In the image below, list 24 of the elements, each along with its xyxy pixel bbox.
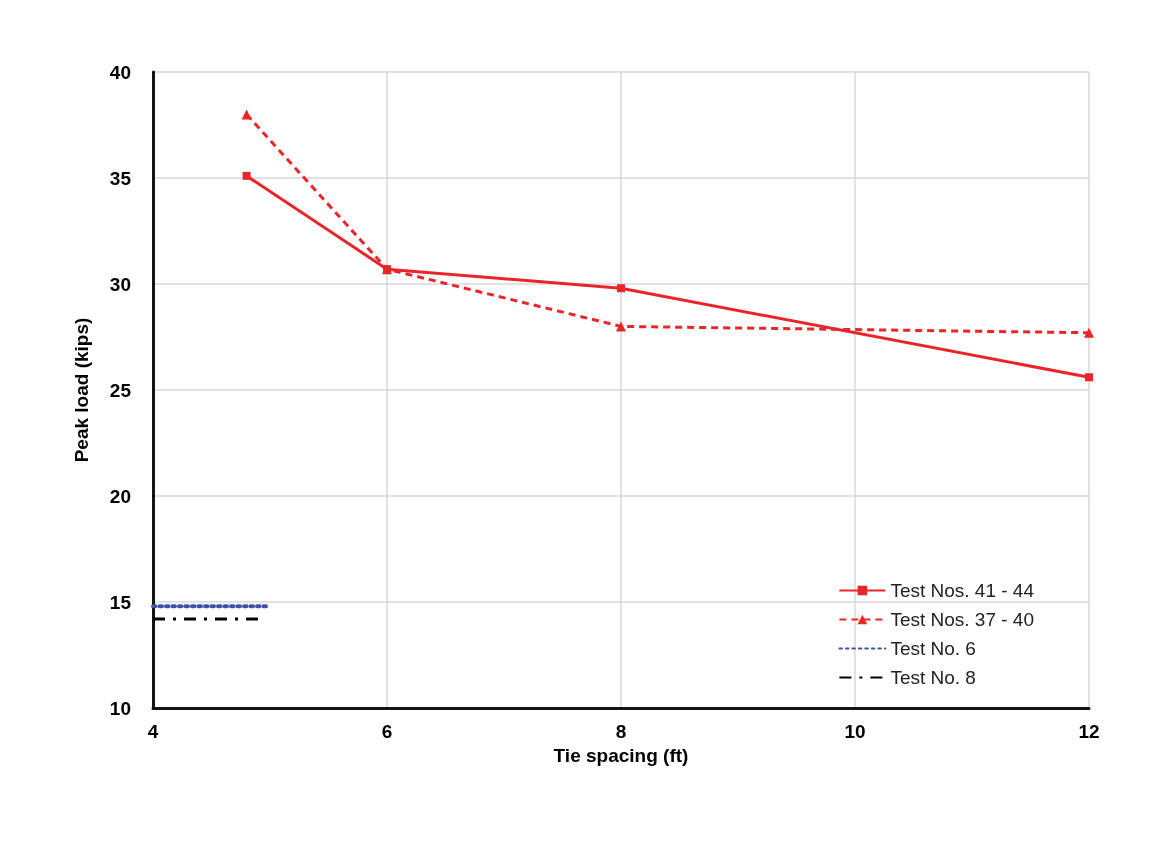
x-tick-label: 10 bbox=[844, 721, 866, 742]
y-tick-label: 35 bbox=[109, 167, 132, 189]
legend-label: Test No. 8 bbox=[890, 667, 976, 688]
point bbox=[241, 109, 252, 120]
legend-label: Test Nos. 41 - 44 bbox=[890, 580, 1035, 601]
point bbox=[1084, 327, 1094, 338]
point bbox=[1085, 373, 1093, 382]
point bbox=[616, 321, 626, 332]
y-tick-label: 30 bbox=[109, 273, 131, 295]
x-axis-title: Tie spacing (ft) bbox=[553, 744, 689, 766]
y-tick-label: 15 bbox=[109, 591, 132, 613]
legend-label: Test No. 6 bbox=[890, 638, 976, 659]
legend-label: Test Nos. 37 - 40 bbox=[890, 609, 1034, 630]
y-tick-label: 25 bbox=[109, 379, 132, 401]
y-tick-label: 40 bbox=[109, 61, 131, 83]
point bbox=[242, 171, 251, 180]
x-tick-label: 8 bbox=[615, 721, 627, 742]
y-axis-title: Peak load (kips) bbox=[71, 317, 92, 463]
x-tick-label: 6 bbox=[381, 721, 393, 742]
y-tick-label: 10 bbox=[109, 697, 131, 719]
x-tick-label: 4 bbox=[147, 721, 159, 742]
point bbox=[617, 284, 625, 293]
y-tick-label: 20 bbox=[109, 485, 131, 507]
x-tick-label: 12 bbox=[1078, 721, 1100, 742]
